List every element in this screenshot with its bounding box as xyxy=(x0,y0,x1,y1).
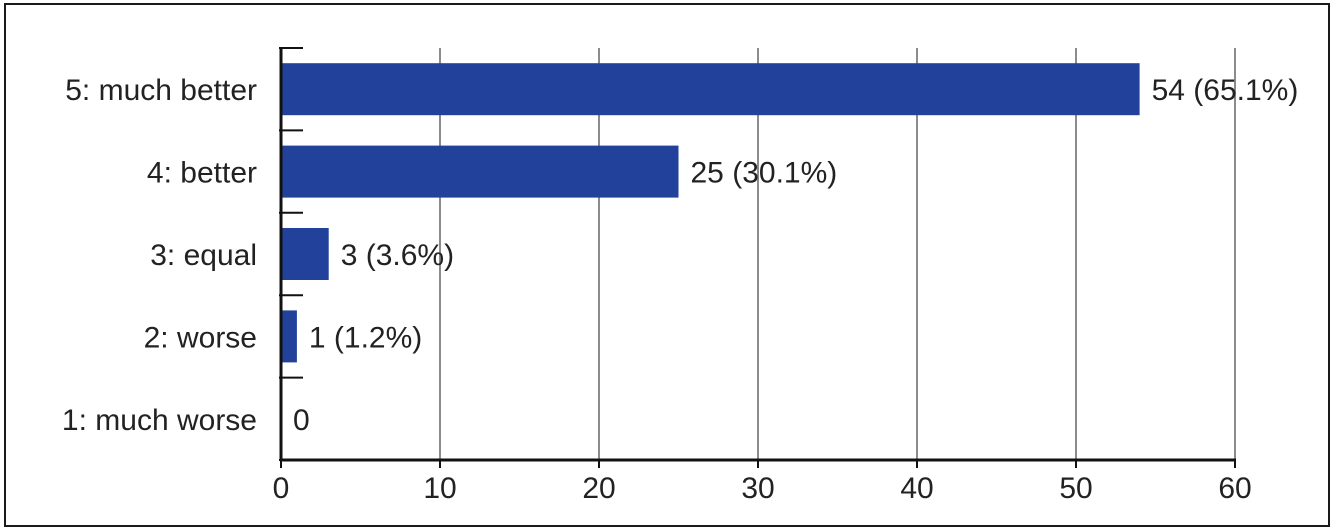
bar xyxy=(281,310,297,363)
data-label: 3 (3.6%) xyxy=(341,239,454,272)
x-tick-label: 50 xyxy=(1059,472,1092,505)
x-tick-label: 0 xyxy=(273,472,290,505)
bar xyxy=(281,228,329,280)
x-tick-label: 60 xyxy=(1218,472,1251,505)
bar-chart: 0 10 20 30 40 50 60 5: much better 54 (65.1%) 4: … xyxy=(62,47,1298,505)
bar xyxy=(281,145,679,198)
category-label: 2: worse xyxy=(144,321,257,354)
labels: 0 10 20 30 40 50 60 5: much better 54 (65.1%) 4: … xyxy=(62,74,1298,505)
category-label: 4: better xyxy=(147,157,257,190)
axes xyxy=(279,47,1236,468)
category-label: 1: much worse xyxy=(62,404,257,437)
x-tick-label: 20 xyxy=(582,472,615,505)
x-tick-label: 10 xyxy=(423,472,456,505)
bars xyxy=(281,63,1140,363)
grid-lines xyxy=(439,48,1236,460)
data-label: 25 (30.1%) xyxy=(691,157,838,190)
x-tick-label: 40 xyxy=(900,472,933,505)
bar xyxy=(281,63,1140,116)
category-label: 5: much better xyxy=(65,74,257,107)
chart-frame: 0 10 20 30 40 50 60 5: much better 54 (65.1%) 4: … xyxy=(4,3,1330,527)
data-label: 0 xyxy=(293,404,310,437)
data-label: 54 (65.1%) xyxy=(1152,74,1299,107)
x-tick-label: 30 xyxy=(741,472,774,505)
data-label: 1 (1.2%) xyxy=(309,321,422,354)
category-label: 3: equal xyxy=(150,239,257,272)
